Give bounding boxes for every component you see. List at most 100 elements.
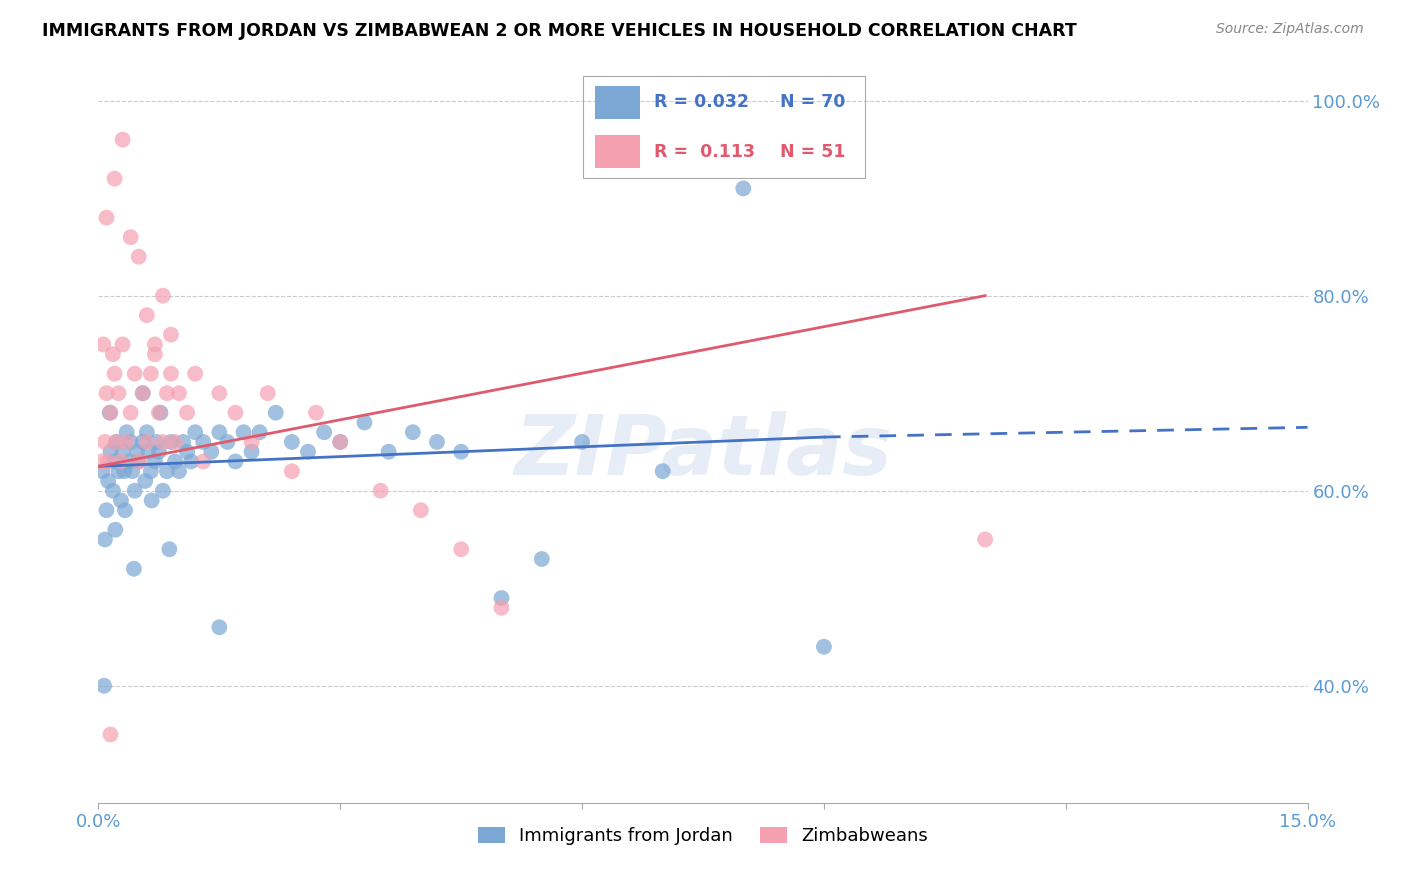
Point — [167, 386, 190, 401]
Point — [94, 533, 117, 547]
Point — [176, 406, 198, 420]
Point — [120, 434, 142, 449]
Point — [172, 434, 194, 449]
Point — [377, 444, 399, 458]
Point — [143, 337, 166, 351]
Point — [135, 308, 157, 322]
Point — [224, 454, 246, 468]
Point — [184, 367, 207, 381]
Point — [97, 474, 120, 488]
Point — [128, 454, 150, 468]
Point — [264, 406, 287, 420]
Point — [114, 503, 136, 517]
Point — [96, 386, 118, 401]
Point — [314, 425, 336, 440]
Point — [651, 464, 673, 478]
Point — [91, 464, 114, 478]
Point — [148, 406, 170, 420]
Point — [104, 523, 127, 537]
Point — [813, 640, 835, 654]
Point — [132, 434, 155, 449]
Point — [143, 454, 166, 468]
Point — [217, 434, 239, 449]
Point — [127, 444, 149, 458]
Text: N = 70: N = 70 — [780, 94, 845, 112]
Point — [208, 425, 231, 440]
Point — [152, 434, 174, 449]
Point — [101, 483, 124, 498]
Point — [128, 454, 150, 468]
Point — [145, 434, 167, 449]
Point — [329, 434, 352, 449]
Point — [160, 434, 183, 449]
Point — [160, 327, 183, 342]
Point — [120, 406, 142, 420]
Point — [152, 288, 174, 302]
Point — [138, 444, 160, 458]
Point — [115, 434, 138, 449]
Point — [249, 425, 271, 440]
Point — [329, 434, 352, 449]
Point — [208, 620, 231, 634]
Point — [450, 444, 472, 458]
Bar — [595, 87, 640, 119]
Point — [94, 434, 117, 449]
Point — [402, 425, 425, 440]
Point — [200, 444, 222, 458]
Point — [122, 562, 145, 576]
Point — [370, 483, 392, 498]
Point — [193, 454, 215, 468]
Point — [107, 386, 129, 401]
Point — [132, 386, 155, 401]
Point — [160, 367, 183, 381]
Point — [232, 425, 254, 440]
Point — [97, 454, 120, 468]
Point — [112, 464, 135, 478]
Point — [96, 503, 118, 517]
Text: IMMIGRANTS FROM JORDAN VS ZIMBABWEAN 2 OR MORE VEHICLES IN HOUSEHOLD CORRELATION: IMMIGRANTS FROM JORDAN VS ZIMBABWEAN 2 O… — [42, 22, 1077, 40]
Point — [90, 454, 112, 468]
Point — [134, 474, 156, 488]
Point — [156, 386, 179, 401]
Text: R = 0.032: R = 0.032 — [654, 94, 749, 112]
Point — [281, 434, 304, 449]
Point — [180, 454, 202, 468]
Point — [240, 434, 263, 449]
Point — [139, 464, 162, 478]
Bar — [595, 136, 640, 168]
Point — [450, 542, 472, 557]
Point — [135, 425, 157, 440]
Point — [353, 416, 375, 430]
Point — [93, 679, 115, 693]
Point — [409, 503, 432, 517]
Point — [100, 406, 122, 420]
Point — [132, 386, 155, 401]
Point — [491, 600, 513, 615]
Point — [240, 444, 263, 458]
Point — [157, 542, 180, 557]
Point — [281, 464, 304, 478]
Point — [974, 533, 997, 547]
Point — [571, 434, 593, 449]
Point — [91, 337, 114, 351]
Point — [120, 230, 142, 244]
Point — [115, 425, 138, 440]
Point — [105, 434, 128, 449]
Point — [111, 444, 134, 458]
Point — [111, 133, 134, 147]
Point — [124, 483, 146, 498]
Point — [224, 406, 246, 420]
Point — [152, 483, 174, 498]
Point — [163, 454, 186, 468]
Point — [297, 444, 319, 458]
Point — [208, 386, 231, 401]
Point — [107, 464, 129, 478]
Point — [193, 434, 215, 449]
Legend: Immigrants from Jordan, Zimbabweans: Immigrants from Jordan, Zimbabweans — [471, 820, 935, 852]
Point — [256, 386, 278, 401]
Point — [148, 444, 170, 458]
Point — [491, 591, 513, 605]
Text: ZIPatlas: ZIPatlas — [515, 411, 891, 492]
Point — [100, 444, 122, 458]
Point — [103, 367, 125, 381]
